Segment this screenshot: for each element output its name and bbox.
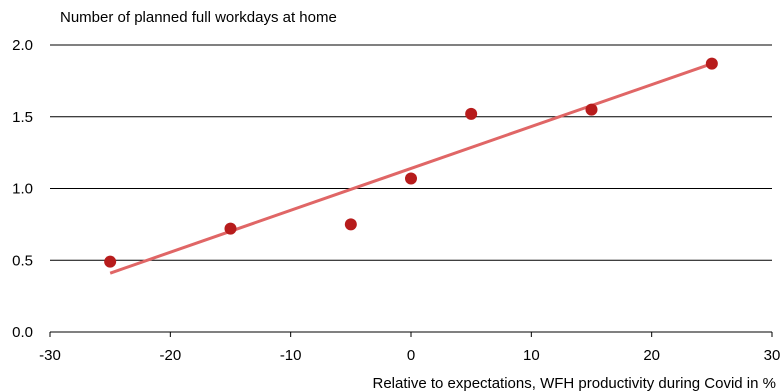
gridlines [50,44,772,261]
data-points [104,57,718,268]
x-axis-title: Relative to expectations, WFH productivi… [372,375,776,392]
data-point-0 [104,255,117,268]
data-point-5 [585,103,598,116]
data-point-6 [705,57,718,70]
data-point-1 [224,222,237,235]
x-tick-label: 10 [523,347,540,364]
trendline [109,62,713,275]
x-tick-label: -30 [39,347,61,364]
data-point-3 [405,172,417,185]
x-axis-ticks: -30 -20 -10 0 10 20 30 [39,332,780,364]
data-point-4 [465,107,478,120]
x-tick-label: -20 [159,347,181,364]
trendline-group [109,62,713,275]
y-tick-label: 1.0 [12,181,33,198]
x-tick-label: 30 [764,347,781,364]
y-axis-title: Number of planned full workdays at home [60,9,337,26]
x-tick-label: 20 [643,347,660,364]
y-tick-label: 2.0 [12,37,33,54]
y-tick-label: 1.5 [12,109,33,126]
x-tick-label: -10 [280,347,302,364]
y-tick-label: 0.0 [12,324,33,341]
x-tick-label: 0 [407,347,415,364]
y-tick-label: 0.5 [12,252,33,269]
data-point-2 [344,218,357,231]
y-axis-ticks: 0.0 0.5 1.0 1.5 2.0 [12,37,33,341]
